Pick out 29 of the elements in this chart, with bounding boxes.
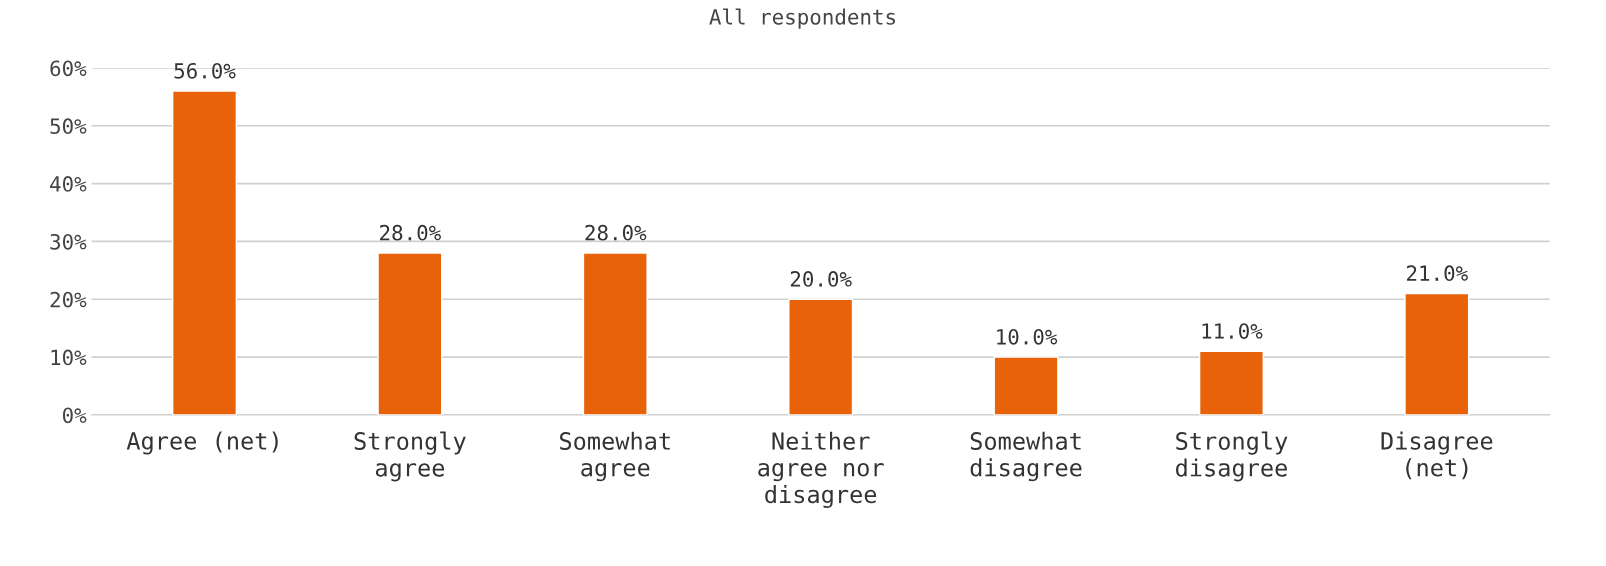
y-tick-label: 10% — [51, 349, 87, 366]
bar — [377, 252, 443, 415]
bar — [582, 252, 648, 415]
y-tick-label: 50% — [50, 118, 87, 135]
data-label: 56.0% — [174, 62, 236, 79]
x-tick-label: Disagree (net) — [1381, 431, 1493, 480]
y-tick-label: 30% — [50, 233, 87, 250]
data-label: 10.0% — [997, 328, 1058, 345]
data-label: 21.0% — [1407, 265, 1468, 282]
y-tick-label: 0% — [62, 407, 87, 424]
y-tick-label: 40% — [50, 176, 87, 192]
y-tick-label: 60% — [50, 60, 87, 77]
data-label: 11.0% — [1202, 323, 1263, 339]
data-label: 20.0% — [790, 271, 852, 287]
x-tick-label: Somewhat agree — [560, 431, 670, 482]
chart-title: All respondents — [709, 8, 896, 29]
data-label: 28.0% — [585, 224, 647, 241]
x-tick-label: Strongly disagree — [1176, 431, 1288, 482]
bar — [171, 90, 238, 415]
bar — [788, 298, 854, 415]
x-tick-label: Neither agree nor disagree — [758, 431, 884, 509]
x-tick-label: Strongly agree — [354, 431, 466, 482]
bar — [1404, 292, 1470, 415]
data-label: 28.0% — [380, 224, 441, 241]
x-tick-label: Somewhat disagree — [970, 431, 1082, 482]
y-tick-label: 20% — [50, 291, 87, 308]
bar — [993, 356, 1059, 415]
bar — [1198, 350, 1264, 415]
x-tick-label: Agree (net) — [126, 431, 278, 455]
